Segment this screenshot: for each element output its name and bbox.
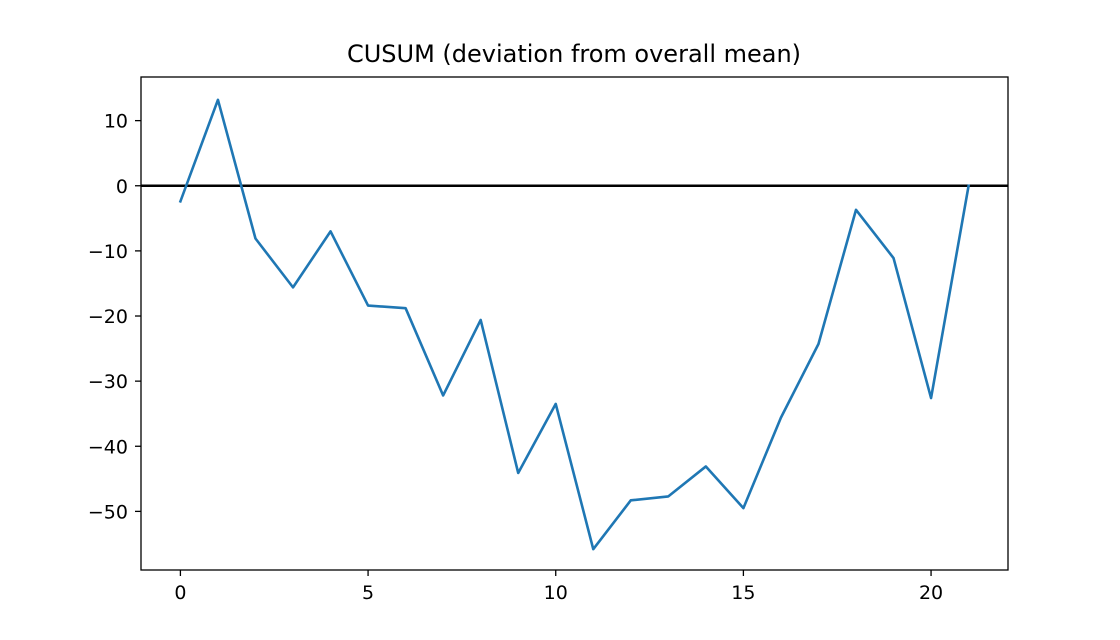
y-tick-label: −30: [88, 371, 128, 393]
y-tick-label: −10: [88, 241, 128, 263]
axes-frame: [140, 76, 1009, 571]
y-tick-label: −20: [88, 306, 128, 328]
y-tick-label: 10: [104, 111, 128, 133]
cusum-series-line-0: [178, 98, 971, 551]
y-tick-label: −50: [88, 501, 128, 523]
y-tick-label: −40: [88, 436, 128, 458]
plot-area: 0 5 10 15 20 10 0 −10 −20 −30 −40 −50: [88, 76, 1009, 604]
x-tick-label: 20: [919, 582, 943, 604]
x-tick-label: 10: [544, 582, 568, 604]
x-tick-label: 5: [362, 582, 374, 604]
chart-title: CUSUM (deviation from overall mean): [347, 40, 801, 68]
y-tick-label: 0: [116, 176, 128, 198]
x-tick-label: 15: [731, 582, 755, 604]
x-tick-label: 0: [174, 582, 186, 604]
